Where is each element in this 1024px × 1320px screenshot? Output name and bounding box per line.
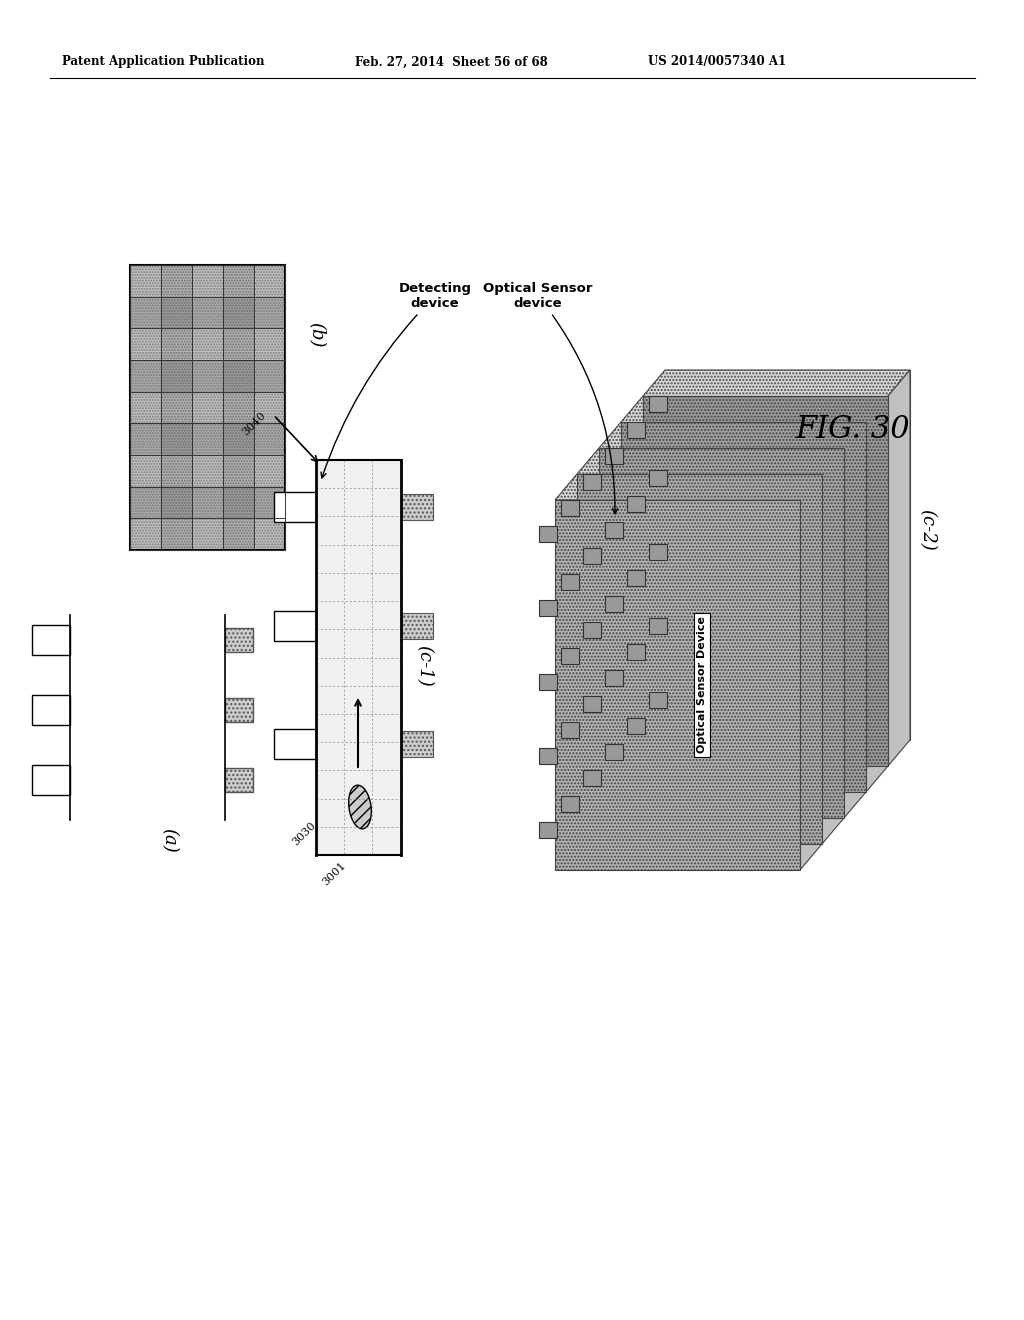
Bar xyxy=(539,747,557,763)
Bar xyxy=(627,570,645,586)
Bar xyxy=(605,743,623,759)
Bar xyxy=(605,521,623,537)
Bar xyxy=(605,595,623,611)
Text: FIG. 30: FIG. 30 xyxy=(795,414,909,446)
Text: Optical Sensor
device: Optical Sensor device xyxy=(483,282,617,513)
Bar xyxy=(130,265,285,550)
Bar xyxy=(561,648,579,664)
Bar xyxy=(539,673,557,689)
Bar xyxy=(561,796,579,812)
Bar xyxy=(627,495,645,512)
Bar xyxy=(649,470,667,486)
Bar xyxy=(254,265,285,550)
Bar xyxy=(130,360,285,392)
Text: 3030: 3030 xyxy=(290,820,317,847)
Bar xyxy=(225,628,253,652)
Bar xyxy=(130,265,285,550)
Bar xyxy=(225,768,253,792)
Bar xyxy=(223,265,254,550)
Text: (b): (b) xyxy=(307,322,325,347)
Bar xyxy=(561,574,579,590)
Bar xyxy=(130,265,285,550)
Bar xyxy=(583,696,601,711)
Bar xyxy=(273,611,315,642)
Bar xyxy=(273,492,315,523)
Bar xyxy=(583,770,601,785)
Bar xyxy=(161,265,193,550)
Polygon shape xyxy=(643,396,888,766)
Bar xyxy=(315,459,400,855)
Polygon shape xyxy=(599,447,844,818)
Bar xyxy=(649,692,667,708)
Text: Optical Sensor Device: Optical Sensor Device xyxy=(697,616,707,754)
Bar xyxy=(193,265,223,550)
Bar xyxy=(225,698,253,722)
Polygon shape xyxy=(621,422,866,792)
Bar xyxy=(130,519,285,550)
Text: (c-1): (c-1) xyxy=(416,644,433,686)
Bar xyxy=(400,612,432,639)
Text: (a): (a) xyxy=(160,828,178,853)
Bar xyxy=(649,396,667,412)
Bar xyxy=(539,525,557,541)
Bar xyxy=(649,618,667,634)
Bar xyxy=(32,624,70,655)
Text: Patent Application Publication: Patent Application Publication xyxy=(62,55,264,69)
Bar xyxy=(130,329,285,360)
Bar xyxy=(273,730,315,759)
Text: 3001: 3001 xyxy=(319,861,347,887)
Bar xyxy=(605,447,623,463)
Bar xyxy=(561,499,579,516)
Bar xyxy=(130,455,285,487)
Text: US 2014/0057340 A1: US 2014/0057340 A1 xyxy=(648,55,786,69)
Text: 3040: 3040 xyxy=(241,411,267,437)
Bar xyxy=(32,766,70,795)
Bar xyxy=(130,297,285,329)
Bar xyxy=(539,821,557,838)
Bar xyxy=(32,696,70,725)
Bar xyxy=(627,421,645,438)
Polygon shape xyxy=(555,370,910,500)
Ellipse shape xyxy=(349,785,372,829)
Bar xyxy=(627,718,645,734)
Bar xyxy=(627,644,645,660)
Bar xyxy=(400,495,432,520)
Bar xyxy=(561,722,579,738)
Polygon shape xyxy=(665,370,910,741)
Polygon shape xyxy=(577,474,822,843)
Bar xyxy=(400,731,432,758)
Text: Feb. 27, 2014  Sheet 56 of 68: Feb. 27, 2014 Sheet 56 of 68 xyxy=(355,55,548,69)
Polygon shape xyxy=(800,370,910,870)
Text: Detecting
device: Detecting device xyxy=(322,282,471,478)
Bar xyxy=(130,392,285,424)
Bar xyxy=(130,265,161,550)
Bar xyxy=(605,669,623,685)
Bar xyxy=(130,487,285,519)
Bar xyxy=(539,599,557,615)
Bar xyxy=(583,548,601,564)
Bar xyxy=(583,474,601,490)
Bar xyxy=(583,622,601,638)
Text: (c-2): (c-2) xyxy=(918,510,936,550)
Bar xyxy=(130,265,285,297)
Bar xyxy=(649,544,667,560)
Polygon shape xyxy=(555,500,800,870)
Bar xyxy=(130,424,285,455)
